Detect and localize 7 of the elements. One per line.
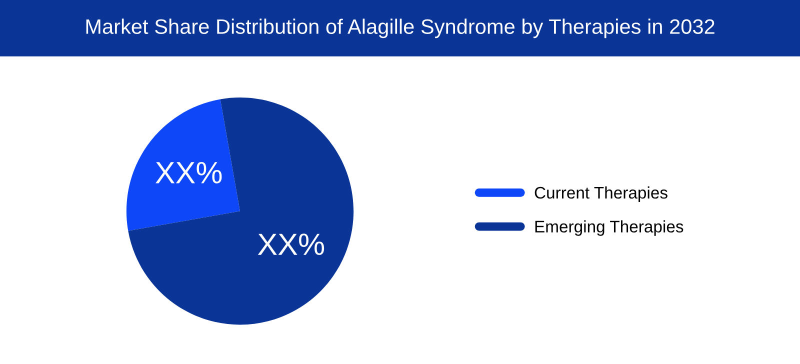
- data-label: XX%: [156, 162, 222, 184]
- legend-label: Emerging Therapies: [535, 220, 684, 236]
- data-label: XX%: [258, 234, 324, 256]
- pie-slice: [126, 99, 240, 231]
- legend-label: Current Therapies: [534, 186, 668, 202]
- pie-slice: [128, 98, 354, 325]
- chart-title: Market Share Distribution of Alagille Syndrome by Therapies in 2032: [86, 18, 714, 38]
